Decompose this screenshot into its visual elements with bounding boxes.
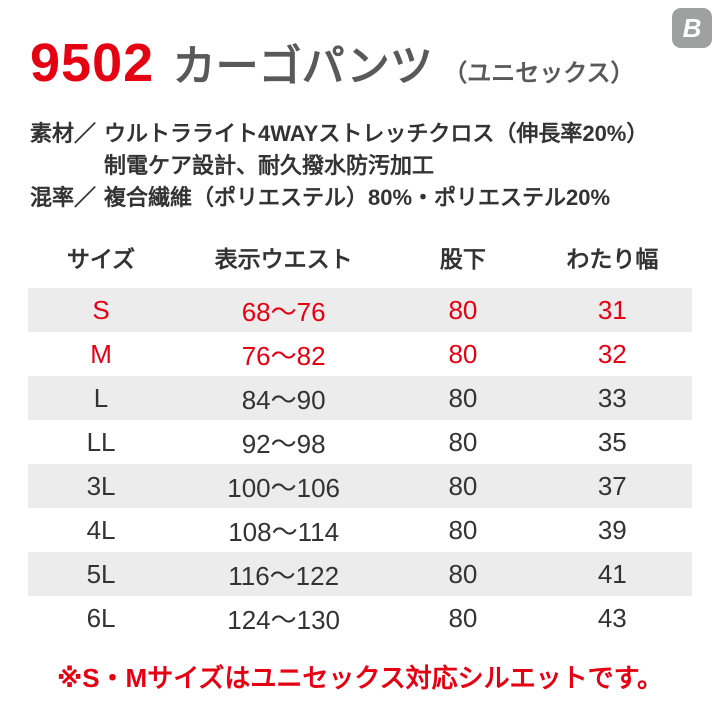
table-row: S 68〜76 80 31 [28,288,692,332]
spec-material-text2: 制電ケア設計、耐久撥水防汚加工 [104,152,435,178]
brand-logo-icon: B [672,8,712,48]
cell-size: L [28,376,175,420]
col-header-waist: 表示ウエスト [174,232,394,288]
col-header-size: サイズ [28,232,175,288]
spec-material-line: 素材／ ウルトラライト4WAYストレッチクロス（伸長率20%） [30,118,700,150]
cell-watari: 41 [532,552,692,596]
cell-inseam: 80 [393,288,533,332]
table-row: 6L 124〜130 80 43 [28,596,692,640]
table-row: L 84〜90 80 33 [28,376,692,420]
product-unisex-note: （ユニセックス） [443,60,635,87]
cell-size: 4L [86,514,116,545]
cell-watari: 31 [532,288,692,332]
cell-inseam: 80 [448,338,478,369]
product-name: カーゴパンツ [172,43,433,91]
cell-watari: 35 [597,426,627,457]
cell-watari: 33 [532,376,692,420]
spec-blend-text: 複合繊維（ポリエステル）80%・ポリエステル20% [104,184,611,210]
spec-blend-label: 混率／ [30,184,97,210]
table-row: 3L 100〜106 80 37 [28,464,692,508]
cell-watari: 39 [597,514,627,545]
spec-material-text: ウルトラライト4WAYストレッチクロス（伸長率20%） [104,121,649,146]
table-row: M 76〜82 80 32 [28,332,692,376]
cell-watari: 43 [597,602,627,633]
product-code: 9502 [30,33,155,93]
col-header-inseam: 股下 [393,232,533,288]
cell-size: S [28,288,175,332]
col-header-watari: わたり幅 [532,232,692,288]
table-row: 5L 116〜122 80 41 [28,552,692,596]
cell-waist: 124〜130 [227,604,341,635]
cell-waist: 84〜90 [174,376,394,420]
cell-inseam: 80 [393,552,533,596]
cell-size: LL [86,426,116,457]
spec-material-line2: 制電ケア設計、耐久撥水防汚加工 [30,150,700,182]
table-header-row: サイズ 表示ウエスト 股下 わたり幅 [28,232,692,288]
cell-watari: 32 [597,338,627,369]
table-row: 4L 108〜114 80 39 [28,508,692,552]
cell-watari: 37 [532,464,692,508]
cell-inseam: 80 [448,426,478,457]
cell-waist: 116〜122 [174,552,394,596]
cell-waist: 100〜106 [174,464,394,508]
cell-inseam: 80 [448,602,478,633]
cell-inseam: 80 [393,376,533,420]
product-header: 9502 カーゴパンツ （ユニセックス） [30,32,660,94]
cell-size: M [90,338,112,369]
table-row: LL 92〜98 80 35 [28,420,692,464]
size-spec-table: サイズ 表示ウエスト 股下 わたり幅 S 68〜76 80 31 M 76〜82… [28,232,692,640]
cell-size: 3L [28,464,175,508]
size-footnote: ※S・Mサイズはユニセックス対応シルエットです。 [56,663,664,693]
cell-waist: 108〜114 [228,516,340,547]
spec-material-label: 素材／ [30,121,97,146]
cell-waist: 76〜82 [241,340,326,371]
cell-waist: 68〜76 [174,288,394,332]
cell-inseam: 80 [448,514,478,545]
cell-size: 6L [86,602,116,633]
cell-inseam: 80 [393,464,533,508]
material-specs: 素材／ ウルトラライト4WAYストレッチクロス（伸長率20%） 制電ケア設計、耐久… [30,118,700,214]
cell-size: 5L [28,552,175,596]
cell-waist: 92〜98 [241,428,326,459]
spec-blend-line: 混率／ 複合繊維（ポリエステル）80%・ポリエステル20% [30,182,700,214]
